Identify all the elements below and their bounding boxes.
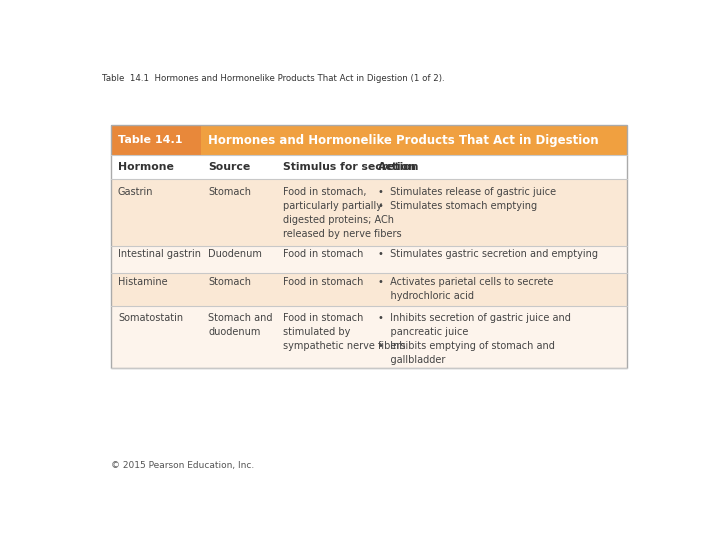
- Bar: [111, 179, 627, 246]
- Text: Histamine: Histamine: [118, 276, 168, 287]
- Text: Food in stomach,
particularly partially
digested proteins; ACh
released by nerve: Food in stomach, particularly partially …: [283, 187, 402, 239]
- Text: •  Stimulates gastric secretion and emptying: • Stimulates gastric secretion and empty…: [378, 249, 598, 259]
- Text: •  Activates parietal cells to secrete
    hydrochloric acid: • Activates parietal cells to secrete hy…: [378, 276, 554, 301]
- Text: •  Stimulates release of gastric juice
•  Stimulates stomach emptying: • Stimulates release of gastric juice • …: [378, 187, 557, 211]
- Bar: [111, 125, 627, 368]
- Text: © 2015 Pearson Education, Inc.: © 2015 Pearson Education, Inc.: [111, 461, 254, 470]
- Bar: [111, 306, 627, 368]
- Bar: [111, 246, 627, 273]
- Text: Stomach and
duodenum: Stomach and duodenum: [208, 313, 273, 338]
- Text: Hormones and Hormonelike Products That Act in Digestion: Hormones and Hormonelike Products That A…: [208, 133, 599, 146]
- Text: Stimulus for secretion: Stimulus for secretion: [283, 162, 418, 172]
- Text: Stomach: Stomach: [208, 276, 251, 287]
- Text: Stomach: Stomach: [208, 187, 251, 197]
- Text: Duodenum: Duodenum: [208, 249, 262, 259]
- Bar: [111, 155, 627, 179]
- Text: •  Inhibits secretion of gastric juice and
    pancreatic juice
•  Inhibits empt: • Inhibits secretion of gastric juice an…: [378, 313, 571, 366]
- Text: Food in stomach
stimulated by
sympathetic nerve fibers: Food in stomach stimulated by sympatheti…: [283, 313, 405, 352]
- Bar: [111, 125, 202, 155]
- Text: Table  14.1  Hormones and Hormonelike Products That Act in Digestion (1 of 2).: Table 14.1 Hormones and Hormonelike Prod…: [102, 74, 445, 83]
- Text: Table 14.1: Table 14.1: [118, 135, 182, 145]
- Text: Food in stomach: Food in stomach: [283, 276, 364, 287]
- Text: Food in stomach: Food in stomach: [283, 249, 364, 259]
- Text: Hormone: Hormone: [118, 162, 174, 172]
- Text: Somatostatin: Somatostatin: [118, 313, 183, 323]
- Text: Gastrin: Gastrin: [118, 187, 153, 197]
- Text: Action: Action: [378, 162, 417, 172]
- Bar: [111, 125, 627, 155]
- Bar: [111, 273, 627, 306]
- Text: Intestinal gastrin: Intestinal gastrin: [118, 249, 201, 259]
- Text: Source: Source: [208, 162, 251, 172]
